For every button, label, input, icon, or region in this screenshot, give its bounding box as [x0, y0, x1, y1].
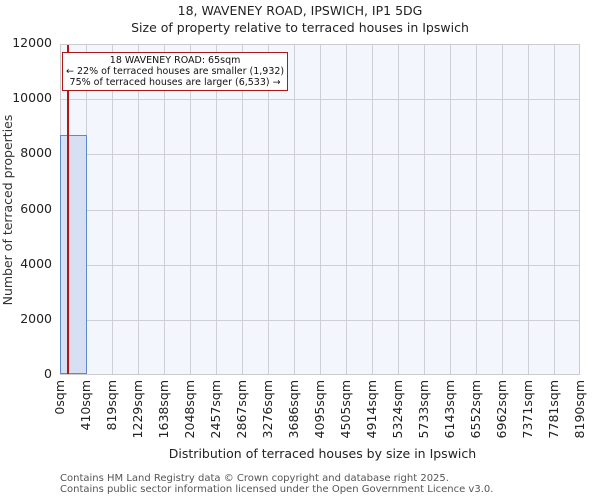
y-tick-label: 12000: [12, 35, 52, 50]
x-tick-label: 6962sqm: [494, 380, 509, 439]
grid-line-horizontal: [61, 319, 579, 321]
x-tick-label: 5733sqm: [416, 380, 431, 439]
annotation-line: ← 22% of terraced houses are smaller (1,…: [66, 66, 285, 77]
x-tick-label: 6143sqm: [442, 380, 457, 439]
annotation-line: 18 WAVENEY ROAD: 65sqm: [109, 55, 241, 66]
footer-line-2: Contains public sector information licen…: [60, 484, 494, 495]
x-axis-label: Distribution of terraced houses by size …: [168, 446, 477, 461]
y-tick-label: 10000: [12, 90, 52, 106]
y-tick-label: 6000: [20, 200, 52, 216]
y-tick-label: 4000: [20, 255, 52, 271]
property-marker-line: [67, 45, 69, 374]
x-tick-label: 3686sqm: [286, 380, 301, 439]
x-tick-label: 1229sqm: [130, 380, 145, 439]
annotation-box: 18 WAVENEY ROAD: 65sqm ← 22% of terraced …: [62, 52, 289, 91]
x-tick-label: 1638sqm: [156, 380, 171, 439]
x-tick-label: 2048sqm: [182, 380, 197, 439]
x-tick-label: 3276sqm: [260, 380, 275, 439]
chart-subtitle: Size of property relative to terraced ho…: [131, 20, 469, 35]
x-tick-label: 6552sqm: [468, 380, 483, 439]
x-tick-label: 410sqm: [78, 380, 93, 431]
x-tick-label: 2457sqm: [208, 380, 223, 439]
annotation-line: 75% of terraced houses are larger (6,533…: [69, 77, 281, 88]
x-tick-label: 4505sqm: [338, 380, 353, 439]
x-tick-label: 8190sqm: [572, 380, 587, 439]
x-tick-label: 819sqm: [104, 380, 119, 431]
x-tick-label: 2867sqm: [234, 380, 249, 439]
grid-line-horizontal: [61, 154, 579, 156]
x-tick-label: 7371sqm: [520, 380, 535, 439]
y-axis-label: Number of terraced properties: [0, 114, 15, 306]
x-tick-label: 4095sqm: [312, 380, 327, 439]
footer-line-1: Contains HM Land Registry data © Crown c…: [60, 473, 449, 484]
grid-line-horizontal: [61, 264, 579, 266]
x-tick-label: 7781sqm: [546, 380, 561, 439]
x-tick-label: 0sqm: [52, 380, 67, 415]
y-tick-label: 0: [44, 366, 52, 381]
plot-area: 18 WAVENEY ROAD: 65sqm ← 22% of terraced …: [60, 44, 580, 375]
chart-title: 18, WAVENEY ROAD, IPSWICH, IP1 5DG: [177, 3, 423, 18]
grid-line-horizontal: [61, 99, 579, 101]
y-tick-label: 8000: [20, 145, 52, 161]
histogram-bar: [60, 135, 87, 374]
x-tick-label: 4914sqm: [364, 380, 379, 439]
grid-line-horizontal: [61, 209, 579, 211]
x-tick-label: 5324sqm: [390, 380, 405, 439]
y-tick-label: 2000: [20, 310, 52, 326]
